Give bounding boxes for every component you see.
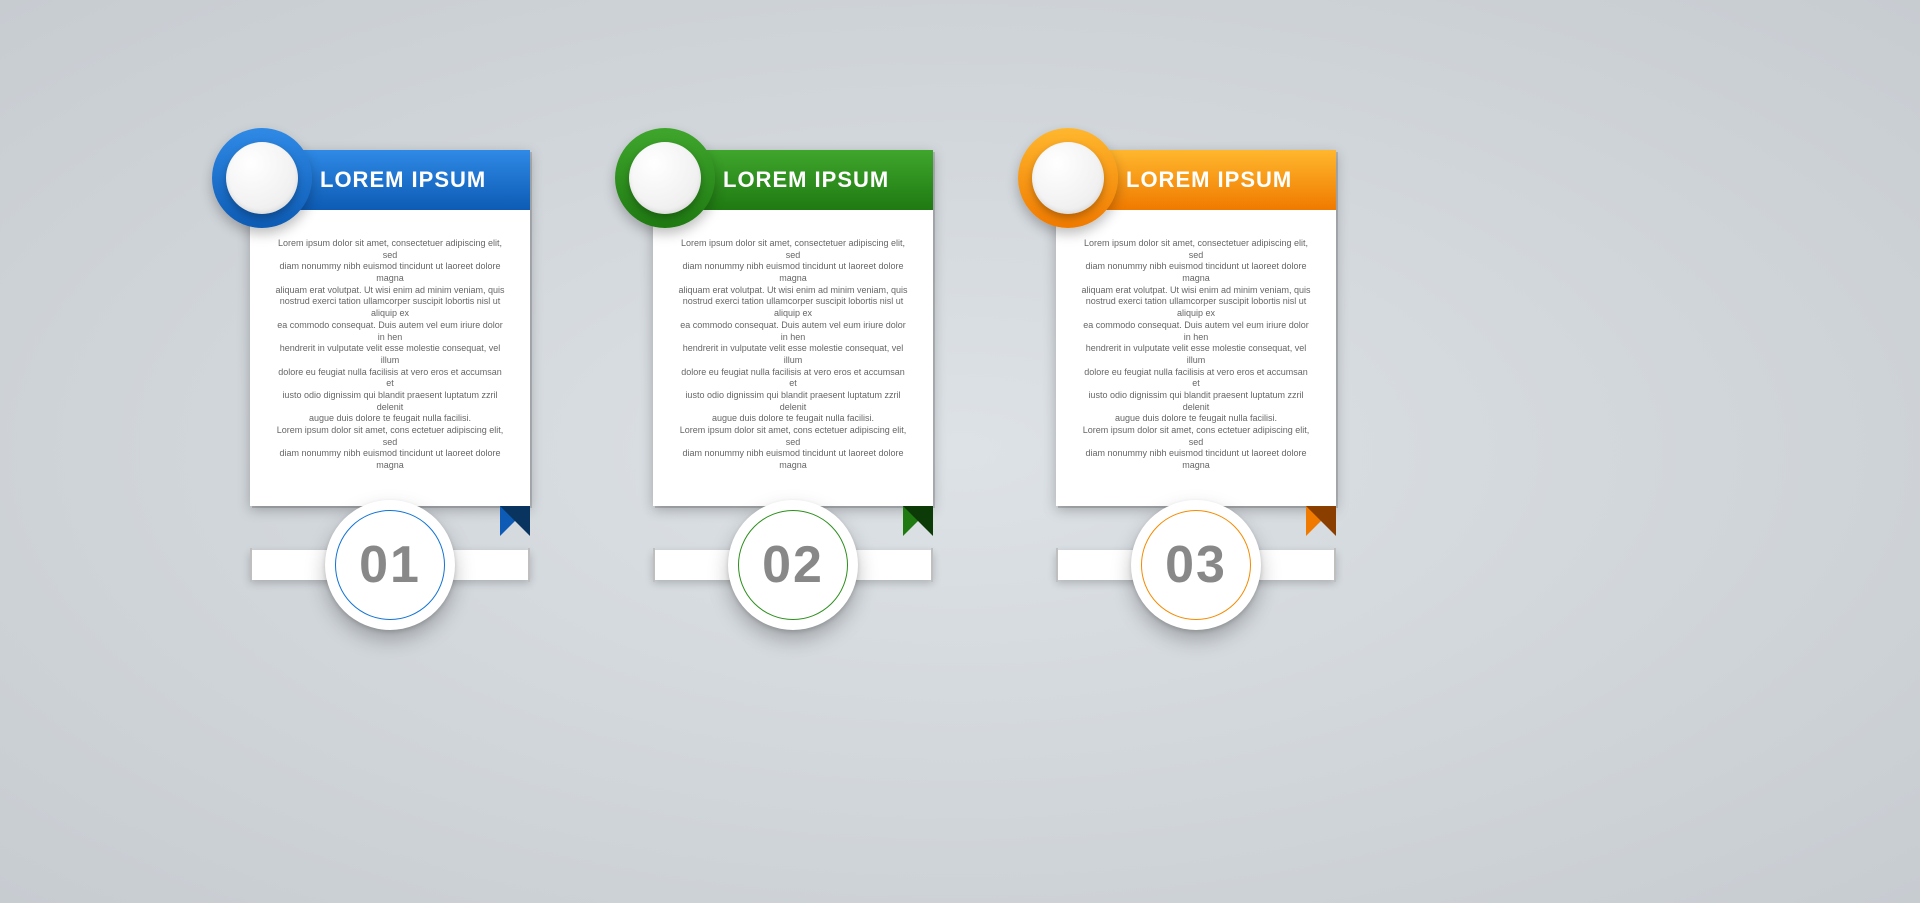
step-3: LOREM IPSUM Lorem ipsum dolor sit amet, … <box>1056 150 1336 506</box>
step-2-badge-inner <box>629 142 701 214</box>
step-2-body: Lorem ipsum dolor sit amet, consectetuer… <box>653 210 933 506</box>
step-3-title: LOREM IPSUM <box>1126 167 1292 193</box>
step-2-number-circle: 02 <box>728 500 858 630</box>
step-1-badge-inner <box>226 142 298 214</box>
step-3-number-row: 03 <box>1056 500 1336 630</box>
step-1: LOREM IPSUM Lorem ipsum dolor sit amet, … <box>250 150 530 506</box>
step-2-number-row: 02 <box>653 500 933 630</box>
step-3-badge <box>1018 128 1118 228</box>
step-1-card: LOREM IPSUM Lorem ipsum dolor sit amet, … <box>250 150 530 506</box>
step-2: LOREM IPSUM Lorem ipsum dolor sit amet, … <box>653 150 933 506</box>
step-1-number: 01 <box>335 510 445 620</box>
step-1-body: Lorem ipsum dolor sit amet, consectetuer… <box>250 210 530 506</box>
step-3-badge-inner <box>1032 142 1104 214</box>
step-1-badge <box>212 128 312 228</box>
step-2-number: 02 <box>738 510 848 620</box>
step-3-card: LOREM IPSUM Lorem ipsum dolor sit amet, … <box>1056 150 1336 506</box>
step-1-number-circle: 01 <box>325 500 455 630</box>
step-1-title: LOREM IPSUM <box>320 167 486 193</box>
step-3-number-circle: 03 <box>1131 500 1261 630</box>
step-3-number: 03 <box>1141 510 1251 620</box>
step-2-card: LOREM IPSUM Lorem ipsum dolor sit amet, … <box>653 150 933 506</box>
step-2-badge <box>615 128 715 228</box>
infographic-stage: LOREM IPSUM Lorem ipsum dolor sit amet, … <box>0 0 1920 903</box>
step-1-number-row: 01 <box>250 500 530 630</box>
step-3-body: Lorem ipsum dolor sit amet, consectetuer… <box>1056 210 1336 506</box>
step-2-title: LOREM IPSUM <box>723 167 889 193</box>
